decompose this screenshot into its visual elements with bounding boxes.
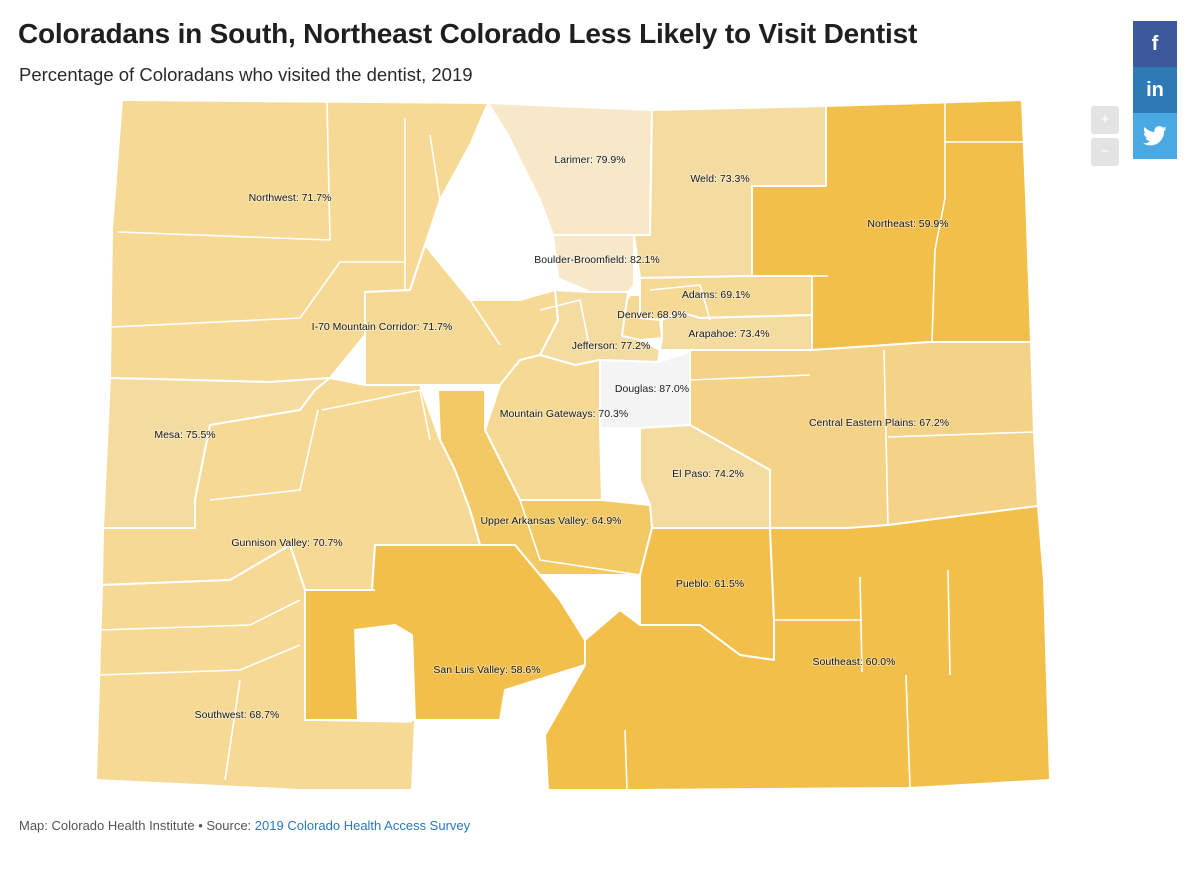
county-border bbox=[224, 679, 241, 781]
county-border bbox=[883, 349, 889, 526]
region-label-adams: Adams: 69.1% bbox=[682, 289, 750, 301]
county-border bbox=[769, 527, 862, 621]
county-borders bbox=[97, 101, 1035, 791]
facebook-icon: f bbox=[1151, 32, 1159, 55]
regions-layer bbox=[95, 99, 1051, 791]
county-border bbox=[905, 674, 911, 789]
county-border bbox=[887, 431, 1035, 438]
source-link[interactable]: 2019 Colorado Health Access Survey bbox=[254, 818, 471, 833]
county-border bbox=[99, 599, 301, 631]
county-border bbox=[599, 429, 651, 506]
county-border bbox=[649, 284, 711, 321]
region-label-douglas: Douglas: 87.0% bbox=[615, 383, 689, 395]
county-border bbox=[931, 102, 946, 343]
linkedin-icon: in bbox=[1146, 78, 1164, 101]
county-border bbox=[321, 389, 431, 441]
region-label-gunnison: Gunnison Valley: 70.7% bbox=[231, 537, 342, 549]
region-label-mtngateways: Mountain Gateways: 70.3% bbox=[500, 408, 628, 420]
county-border bbox=[859, 576, 863, 673]
share-twitter-button[interactable] bbox=[1133, 113, 1177, 159]
region-label-centraleast: Central Eastern Plains: 67.2% bbox=[809, 417, 949, 429]
region-label-sanluis: San Luis Valley: 58.6% bbox=[433, 664, 540, 676]
county-border bbox=[519, 499, 641, 576]
region-label-northwest: Northwest: 71.7% bbox=[249, 192, 332, 204]
region-label-mesa: Mesa: 75.5% bbox=[154, 429, 215, 441]
county-border bbox=[539, 299, 591, 351]
region-label-arapahoe: Arapahoe: 73.4% bbox=[688, 328, 769, 340]
county-border bbox=[117, 101, 331, 241]
region-label-larimer: Larimer: 79.9% bbox=[554, 154, 625, 166]
region-label-upperark: Upper Arkansas Valley: 64.9% bbox=[480, 515, 621, 527]
region-label-i70: I-70 Mountain Corridor: 71.7% bbox=[312, 321, 453, 333]
county-border bbox=[101, 544, 291, 586]
county-border bbox=[97, 644, 301, 676]
zoom-in-button[interactable]: + bbox=[1091, 106, 1119, 134]
county-border bbox=[424, 134, 501, 346]
region-label-weld: Weld: 73.3% bbox=[690, 173, 749, 185]
county-border bbox=[689, 374, 811, 381]
region-larimer[interactable] bbox=[487, 102, 653, 236]
county-border bbox=[947, 569, 951, 676]
share-facebook-button[interactable]: f bbox=[1133, 21, 1177, 67]
county-border bbox=[544, 734, 549, 791]
region-jefferson[interactable] bbox=[539, 289, 661, 366]
region-label-elpaso: El Paso: 74.2% bbox=[672, 468, 744, 480]
county-border bbox=[209, 409, 319, 501]
page-subtitle: Percentage of Coloradans who visited the… bbox=[19, 64, 473, 85]
footer-credit: Map: Colorado Health Institute • Source: bbox=[19, 818, 255, 833]
zoom-out-button[interactable]: − bbox=[1091, 138, 1119, 166]
region-label-southeast: Southeast: 60.0% bbox=[813, 656, 896, 668]
county-border bbox=[415, 664, 586, 721]
footer: Map: Colorado Health Institute • Source:… bbox=[19, 818, 470, 833]
twitter-icon bbox=[1143, 126, 1167, 146]
region-label-pueblo: Pueblo: 61.5% bbox=[676, 578, 744, 590]
county-border bbox=[304, 719, 413, 723]
page-title: Coloradans in South, Northeast Colorado … bbox=[18, 18, 918, 49]
region-label-boulder: Boulder-Broomfield: 82.1% bbox=[534, 254, 659, 266]
region-label-jefferson: Jefferson: 77.2% bbox=[572, 340, 651, 352]
county-border bbox=[624, 729, 628, 791]
region-label-southwest: Southwest: 68.7% bbox=[195, 709, 280, 721]
share-linkedin-button[interactable]: in bbox=[1133, 67, 1177, 113]
region-label-northeast: Northeast: 59.9% bbox=[867, 218, 948, 230]
labels-layer: Northwest: 71.7% Larimer: 79.9% Weld: 73.3… bbox=[153, 153, 950, 722]
region-label-denver: Denver: 68.9% bbox=[617, 309, 686, 321]
county-border bbox=[111, 261, 405, 328]
